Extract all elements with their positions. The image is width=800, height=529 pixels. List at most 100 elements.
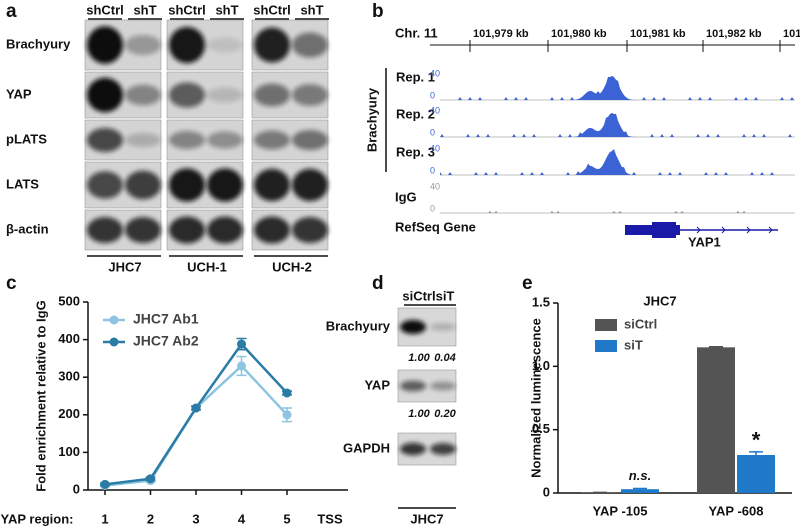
x-tick-label: 3 [192,511,199,526]
scale-min: 0 [430,203,435,213]
lane-label: shT [215,2,238,17]
bar [621,489,659,493]
x-tick-label: YAP -608 [709,503,764,518]
point [100,479,110,489]
band [400,320,426,334]
gene-label: YAP1 [688,234,721,249]
bar [697,347,735,493]
band [169,168,205,202]
band [400,380,426,392]
gene-arrow [768,226,773,234]
legend-swatch [595,340,617,352]
error-bar [633,487,647,490]
gene-exon [652,222,676,238]
row-label: LATS [6,176,39,191]
legend-marker [109,315,119,325]
coord-label: 101,980 kb [551,28,607,40]
lane-label: shT [133,2,156,17]
coverage [440,112,795,137]
track-label: Rep. 2 [396,106,435,121]
band [87,128,123,152]
band [254,216,290,244]
y-axis-label: Fold enrichment relative to IgG [33,300,48,491]
band [430,443,456,455]
y-tick-label: 500 [58,293,80,308]
cell-line: JHC7 [410,511,443,526]
scale-max: 40 [430,68,440,78]
x-tick-label: 1 [101,511,108,526]
x-tick-label: 5 [283,511,290,526]
point [191,403,201,413]
scale-min: 0 [430,90,435,100]
legend-label: siT [624,337,643,352]
y-tick-label: 300 [58,369,80,384]
legend-label: siCtrl [624,316,657,331]
row-label: YAP [364,377,390,392]
band [430,323,456,331]
series-line [104,364,288,487]
band [125,35,161,55]
chromosome: Chr. 11 [395,25,438,40]
y-tick-label: 400 [58,331,80,346]
lane-label: shCtrl [253,2,291,17]
y-tick-label: 200 [58,406,80,421]
band [292,84,328,106]
row-label: Brachyury [6,36,71,51]
band [292,168,328,202]
band [125,133,161,147]
bar [737,455,775,493]
x-tick-label: YAP -105 [593,503,648,518]
annotation: n.s. [629,468,651,483]
track-label: Rep. 3 [396,144,435,159]
band [207,37,243,53]
quantification: 1.00 [408,408,430,420]
band [87,77,123,113]
y-tick-label: 0.5 [532,421,550,436]
band [254,168,290,202]
chart-title: JHC7 [643,293,676,308]
track-group-label: Brachyury [364,87,379,152]
y-tick-label: 1.5 [532,294,550,309]
band [125,217,161,243]
quantification: 0.04 [434,352,455,364]
band [292,130,328,150]
point [237,339,246,349]
point [282,388,292,398]
panel-label: c [6,273,17,294]
y-tick-label: 0 [73,481,80,496]
gene-arrow [721,226,726,234]
point [282,410,292,420]
row-label: GAPDH [343,440,390,455]
panel-label: d [372,273,384,294]
band [254,83,290,107]
group-label: UCH-2 [272,259,312,274]
legend-label: JHC7 Ab2 [133,333,199,349]
row-label: YAP [6,86,32,101]
legend-swatch [595,319,617,331]
band [125,170,161,200]
scale-max: 40 [430,105,440,115]
band [400,442,426,456]
coverage [440,75,795,100]
lane-label: siT [436,288,455,303]
x-tick-label: 4 [238,511,246,526]
row-label: Brachyury [326,318,391,333]
quantification: 1.00 [408,352,430,364]
gene-arrow [696,226,701,234]
error-bar [709,345,723,348]
coord-label: 101,979 kb [473,28,529,40]
band [87,171,123,199]
annotation: * [752,428,761,453]
band [125,84,161,106]
y-tick-label: 1.0 [532,358,550,373]
point [237,361,246,371]
lane-label: siCtrl [402,288,435,303]
x-end-label: TSS [317,511,343,526]
y-axis-label: Normalized luminescence [528,318,543,478]
band [292,32,328,58]
series-line [104,342,288,486]
row-label: β-actin [6,221,49,236]
row-label: pLATS [6,131,47,146]
gene-arrow [746,226,751,234]
